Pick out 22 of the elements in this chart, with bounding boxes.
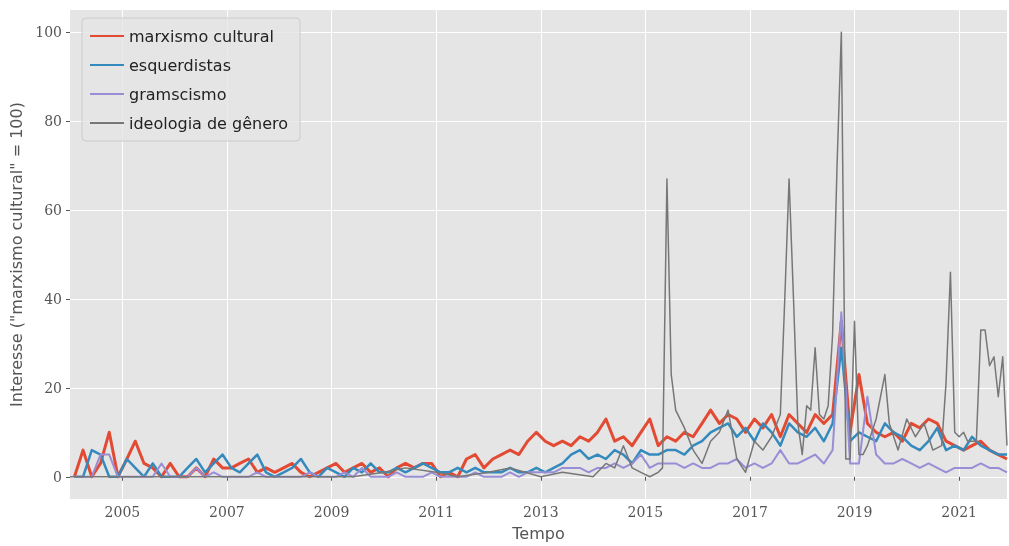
x-tick-label: 2011 (418, 504, 454, 520)
y-tick-label: 0 (53, 468, 62, 485)
y-tick-label: 20 (44, 379, 62, 396)
legend-label: ideologia de gênero (129, 113, 289, 133)
x-tick-label: 2005 (104, 504, 141, 520)
x-tick-label: 2007 (209, 504, 245, 520)
x-tick-label: 2021 (941, 504, 977, 520)
x-tick-label: 2019 (836, 504, 873, 520)
legend-label: esquerdistas (129, 55, 231, 75)
x-axis-title: Tempo (511, 523, 565, 543)
x-tick-label: 2015 (627, 504, 664, 520)
legend-label: gramscismo (129, 84, 227, 104)
x-tick-label: 2009 (313, 504, 350, 520)
y-tick-label: 60 (44, 202, 62, 219)
x-tick-label: 2013 (522, 504, 559, 520)
y-tick-label: 100 (35, 24, 62, 41)
line-series (69, 31, 1008, 478)
legend-label: marxismo cultural (129, 26, 274, 46)
y-tick-label: 80 (44, 113, 62, 130)
y-tick-label: 40 (44, 290, 62, 307)
x-tick-label: 2017 (732, 504, 768, 520)
y-axis-title: Interesse ("marxismo cultural" = 100) (6, 102, 26, 407)
